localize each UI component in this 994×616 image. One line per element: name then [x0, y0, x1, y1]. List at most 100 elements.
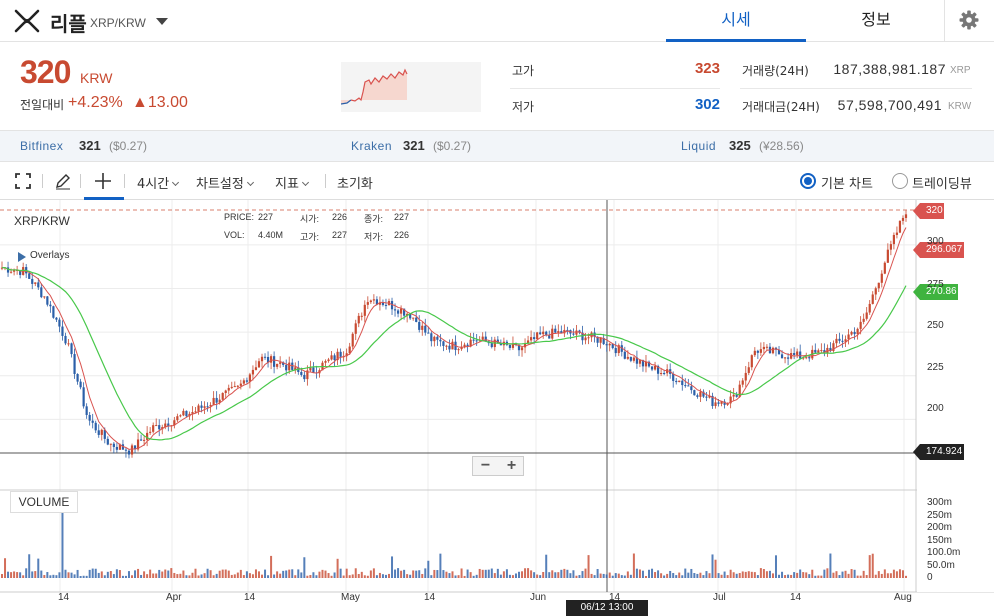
- coin-select-caret-icon[interactable]: [156, 18, 168, 25]
- tab-market[interactable]: 시세: [666, 0, 806, 42]
- volume-bar: [16, 572, 19, 578]
- volume-bar: [644, 575, 647, 578]
- volume-bar: [4, 558, 7, 578]
- candle-body: [793, 353, 796, 355]
- indicators-label: 지표: [275, 177, 299, 192]
- candle-body: [617, 345, 620, 354]
- volume-bar: [394, 569, 397, 578]
- indicators-menu[interactable]: 지표: [275, 173, 309, 192]
- candle-body: [517, 344, 521, 351]
- volume-bar: [511, 575, 514, 578]
- candle-body: [124, 449, 128, 451]
- volume-bar: [684, 568, 687, 578]
- candle-body: [28, 273, 31, 279]
- candle-body: [136, 439, 140, 450]
- candle-body: [747, 367, 750, 373]
- exchange-name[interactable]: Bitfinex: [20, 139, 64, 153]
- volume-bar: [161, 571, 164, 578]
- volume-bar: [518, 571, 521, 578]
- chevron-down-icon: [246, 178, 254, 187]
- candle-body: [451, 341, 454, 350]
- volume-bar: [823, 569, 826, 578]
- candle-body: [460, 346, 463, 350]
- candle-body: [112, 443, 115, 447]
- volume-panel-label: VOLUME: [10, 491, 78, 513]
- volume-bar: [176, 574, 179, 578]
- volume-value: 187,388,981.187: [833, 61, 946, 77]
- candle-body: [611, 343, 614, 349]
- volume-bar: [421, 573, 424, 578]
- volume-bar: [841, 571, 844, 578]
- legend-open-label: 시가:: [300, 214, 320, 224]
- candle-body: [457, 349, 460, 351]
- candle-body: [399, 308, 403, 314]
- exchange-name[interactable]: Liquid: [681, 139, 717, 153]
- exchange-name[interactable]: Kraken: [351, 139, 393, 153]
- candle-body: [143, 439, 146, 441]
- volume-bar: [206, 568, 209, 578]
- volume-label: 거래량(24H): [742, 64, 809, 78]
- chevron-down-icon: [301, 178, 309, 187]
- pencil-icon[interactable]: [54, 172, 72, 190]
- tab-info[interactable]: 정보: [861, 10, 891, 29]
- volume-bar: [436, 570, 439, 578]
- candle-body: [348, 346, 351, 354]
- volume-bar: [115, 569, 118, 578]
- fullscreen-icon[interactable]: [14, 172, 32, 190]
- candle-body: [708, 395, 711, 398]
- candle-body: [354, 323, 357, 334]
- volume-bar: [270, 555, 273, 578]
- exchange-price: 321: [403, 138, 425, 153]
- candle-body: [448, 345, 451, 350]
- volume-bar: [690, 568, 693, 578]
- price-chart[interactable]: [0, 200, 994, 616]
- candle-body: [76, 373, 79, 382]
- legend-high: 227: [332, 230, 348, 240]
- volume-bar: [306, 575, 309, 578]
- volume-bar: [372, 568, 375, 578]
- overlays-label[interactable]: Overlays: [30, 250, 70, 261]
- volume-bar: [593, 575, 596, 578]
- basic-chart-radio[interactable]: [800, 173, 816, 189]
- candle-body: [6, 267, 10, 273]
- tradingview-label[interactable]: 트레이딩뷰: [912, 177, 972, 192]
- candle-body: [40, 287, 43, 298]
- change-label: 전일대비: [20, 98, 65, 112]
- volume-bar: [378, 572, 381, 578]
- volume-bar: [1, 574, 3, 578]
- crosshair-icon[interactable]: [94, 172, 112, 190]
- overlays-toggle-icon[interactable]: [18, 252, 26, 262]
- volume-bar: [400, 570, 403, 578]
- candle-body: [496, 339, 499, 343]
- volume-bar: [560, 569, 563, 578]
- tradingview-radio[interactable]: [892, 173, 908, 189]
- y-tick: 200: [927, 403, 944, 414]
- volume-bar: [717, 573, 720, 578]
- candle-body: [396, 310, 400, 314]
- volume-bar: [883, 569, 886, 578]
- volume-unit: XRP: [950, 65, 971, 76]
- gear-icon[interactable]: [958, 9, 980, 31]
- candle-body: [587, 337, 590, 339]
- coin-name: 리플: [50, 12, 87, 36]
- reset-button[interactable]: 초기화: [337, 177, 373, 192]
- volume-bar: [406, 574, 409, 578]
- candle-body: [312, 367, 315, 373]
- y-tick: 275: [927, 279, 944, 290]
- zoom-out-button[interactable]: −: [480, 457, 491, 474]
- zoom-in-button[interactable]: +: [506, 457, 517, 474]
- candle-body: [91, 420, 94, 423]
- candle-body: [421, 325, 424, 330]
- volume-bar: [191, 572, 194, 578]
- candle-body: [868, 303, 871, 313]
- volume-bar: [97, 572, 100, 578]
- volume-bar: [131, 575, 134, 578]
- volume-bar: [233, 574, 236, 578]
- volume-bar: [152, 573, 155, 578]
- interval-select[interactable]: 4시간: [137, 173, 180, 192]
- volume-bar: [856, 575, 859, 578]
- legend-vol: 4.40M: [258, 230, 284, 240]
- basic-chart-label[interactable]: 기본 차트: [821, 177, 873, 192]
- chart-settings-menu[interactable]: 차트설정: [196, 173, 254, 192]
- candle-body: [227, 387, 230, 391]
